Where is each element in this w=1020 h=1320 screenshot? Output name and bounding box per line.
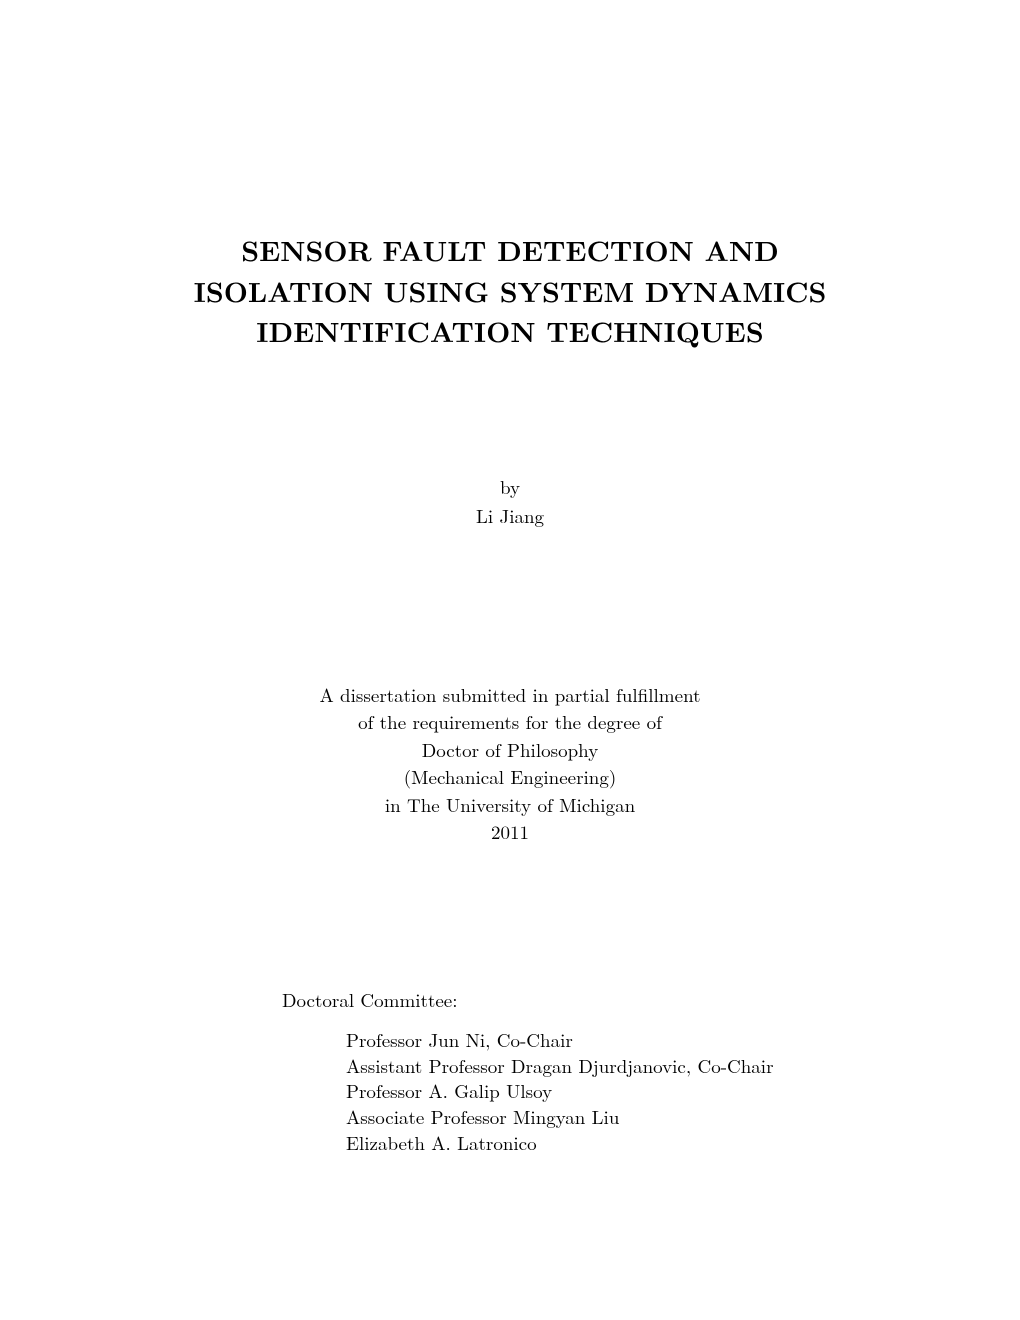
author-name: Li Jiang	[0, 501, 1020, 530]
title-line-1: SENSOR FAULT DETECTION AND	[120, 230, 900, 271]
title-page: SENSOR FAULT DETECTION AND ISOLATION USI…	[0, 0, 1020, 1320]
committee-member: Assistant Professor Dragan Djurdjanovic,…	[346, 1053, 1020, 1079]
committee-member: Elizabeth A. Latronico	[346, 1130, 1020, 1156]
committee-heading: Doctoral Committee:	[282, 986, 1020, 1013]
submission-line-4: (Mechanical Engineering)	[210, 763, 810, 791]
committee-member: Professor A. Galip Ulsoy	[346, 1078, 1020, 1104]
submission-line-2: of the requirements for the degree of	[210, 708, 810, 736]
title-line-2: ISOLATION USING SYSTEM DYNAMICS	[120, 271, 900, 312]
committee-member: Professor Jun Ni, Co-Chair	[346, 1027, 1020, 1053]
committee-list: Professor Jun Ni, Co-Chair Assistant Pro…	[346, 1027, 1020, 1155]
submission-line-6: 2011	[210, 818, 810, 846]
committee-member: Associate Professor Mingyan Liu	[346, 1104, 1020, 1130]
title-line-3: IDENTIFICATION TECHNIQUES	[120, 311, 900, 352]
submission-line-1: A dissertation submitted in partial fulf…	[210, 681, 810, 709]
byline: by Li Jiang	[0, 472, 1020, 531]
submission-line-3: Doctor of Philosophy	[210, 736, 810, 764]
submission-statement: A dissertation submitted in partial fulf…	[210, 681, 810, 846]
dissertation-title: SENSOR FAULT DETECTION AND ISOLATION USI…	[120, 230, 900, 352]
submission-line-5: in The University of Michigan	[210, 791, 810, 819]
by-label: by	[0, 472, 1020, 501]
